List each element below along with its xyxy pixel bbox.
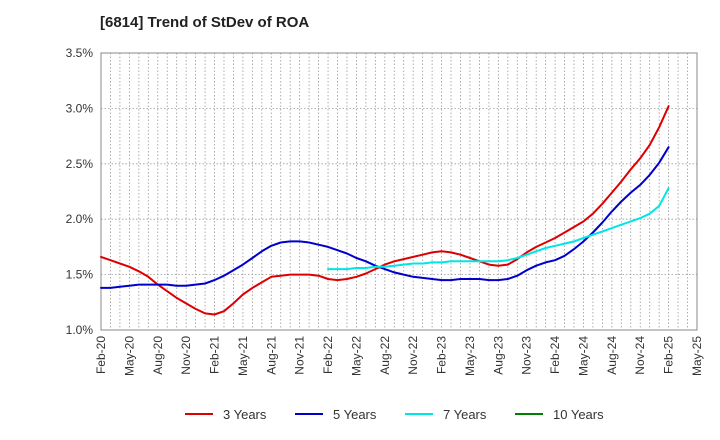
x-tick-label: May-21 <box>236 336 250 376</box>
y-tick-label: 2.0% <box>66 212 94 226</box>
series-line-7-years <box>327 187 670 271</box>
y-tick-label: 1.5% <box>66 268 94 282</box>
chart-title: [6814] Trend of StDev of ROA <box>100 14 310 31</box>
x-tick-label: Nov-22 <box>406 336 420 375</box>
x-tick-label: Feb-23 <box>435 336 449 374</box>
legend-label: 3 Years <box>223 407 267 422</box>
series-line-3-years <box>100 105 670 316</box>
x-tick-label: Aug-21 <box>264 336 278 375</box>
x-tick-label: May-20 <box>122 336 136 376</box>
series-line-5-years <box>100 146 670 289</box>
x-tick-label: Feb-24 <box>548 336 562 374</box>
x-tick-label: May-24 <box>576 336 590 376</box>
y-tick-label: 1.0% <box>66 323 94 337</box>
x-tick-label: Aug-20 <box>151 336 165 375</box>
x-tick-label: Aug-24 <box>605 336 619 375</box>
x-tick-label: Feb-25 <box>662 336 676 374</box>
x-tick-label: Aug-23 <box>491 336 505 375</box>
x-tick-label: Nov-21 <box>293 336 307 375</box>
x-tick-label: Feb-22 <box>321 336 335 374</box>
x-tick-label: Nov-20 <box>179 336 193 375</box>
x-tick-label: Feb-21 <box>208 336 222 374</box>
y-tick-label: 3.0% <box>66 101 94 115</box>
x-tick-label: Feb-20 <box>94 336 108 374</box>
plot-area-frame <box>100 52 698 331</box>
y-tick-label: 3.5% <box>66 46 94 60</box>
x-tick-label: May-23 <box>463 336 477 376</box>
x-tick-label: Nov-24 <box>633 336 647 375</box>
legend-label: 7 Years <box>443 407 487 422</box>
y-tick-label: 2.5% <box>66 157 94 171</box>
x-tick-label: May-22 <box>349 336 363 376</box>
legend-label: 5 Years <box>333 407 377 422</box>
x-tick-label: Aug-22 <box>378 336 392 375</box>
x-tick-label: Nov-23 <box>520 336 534 375</box>
x-tick-label: May-25 <box>690 336 704 376</box>
legend-label: 10 Years <box>553 407 604 422</box>
